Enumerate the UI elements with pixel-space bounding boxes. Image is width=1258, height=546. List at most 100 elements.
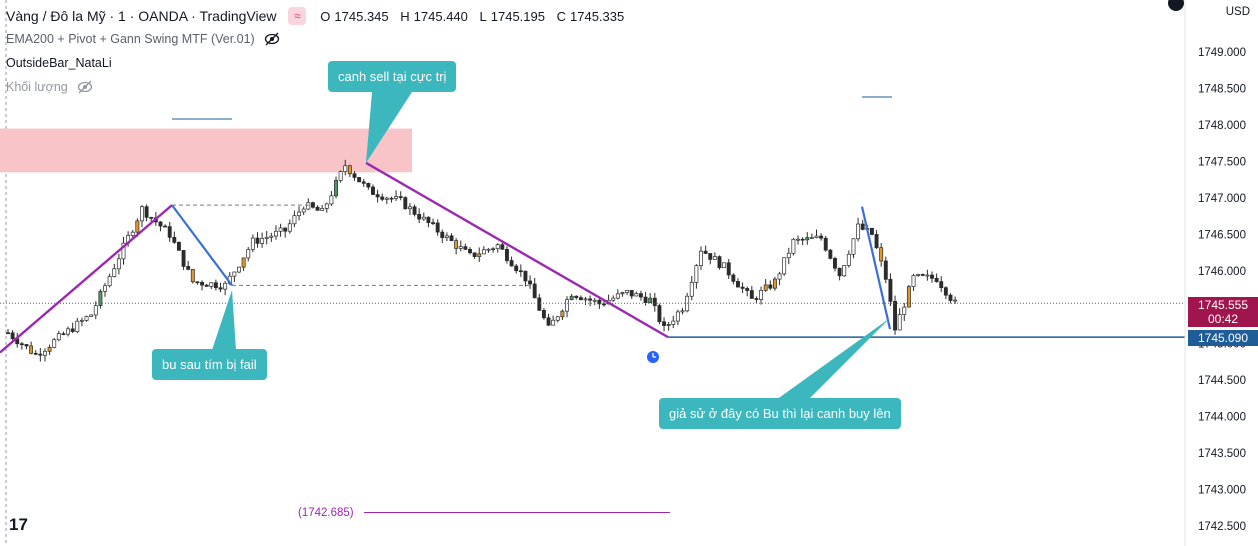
candle	[712, 252, 717, 260]
candle	[583, 296, 588, 306]
candle	[75, 318, 80, 334]
indicator-ema[interactable]: EMA200 + Pivot + Gann Swing MTF (Ver.01)	[6, 32, 280, 46]
candle	[47, 344, 52, 355]
candle	[352, 171, 357, 181]
candle	[541, 307, 546, 320]
candle	[338, 170, 343, 183]
candle	[860, 219, 865, 231]
candle	[444, 232, 449, 242]
candle	[837, 267, 842, 281]
candle	[694, 264, 699, 289]
callout-fail[interactable]: bu sau tím bị fail	[152, 349, 267, 380]
candle	[384, 196, 389, 205]
candle	[796, 235, 800, 245]
candle	[29, 341, 34, 355]
candle	[315, 205, 320, 211]
candle	[611, 295, 616, 302]
candle	[833, 256, 837, 272]
candle	[10, 329, 15, 342]
indicator-volume[interactable]: Khối lượng	[6, 80, 93, 94]
candle	[269, 232, 274, 242]
candle	[648, 293, 653, 304]
candle	[777, 271, 782, 286]
candle	[140, 204, 144, 228]
candle	[675, 309, 680, 326]
indicator-outsidebar[interactable]: OutsideBar_NataLi	[6, 56, 112, 70]
candle	[652, 292, 657, 312]
callout-buy[interactable]: giả sử ở đây có Bu thì lại canh buy lên	[659, 398, 901, 429]
candle	[620, 291, 625, 297]
candle	[394, 190, 399, 201]
candle	[680, 307, 685, 315]
candle	[287, 219, 292, 234]
candle	[121, 237, 126, 265]
candle	[398, 191, 403, 201]
candle	[893, 295, 897, 335]
symbol-title: Vàng / Đô la Mỹ · 1 · OANDA · TradingVie…	[6, 8, 277, 24]
candle	[768, 280, 773, 291]
candle	[223, 281, 228, 296]
candle	[407, 202, 412, 216]
indicator-volume-label: Khối lượng	[6, 80, 68, 94]
candle	[486, 248, 491, 253]
candle	[167, 221, 172, 242]
candle	[740, 282, 745, 293]
callout-buy-pointer	[776, 318, 890, 400]
candle	[763, 279, 768, 292]
currency-label[interactable]: USD	[1225, 6, 1250, 18]
eye-off-icon[interactable]	[264, 32, 280, 46]
candle	[939, 276, 944, 293]
candle	[814, 229, 819, 239]
candle	[569, 293, 574, 301]
candle	[634, 291, 639, 297]
y-tick-label: 1747.500	[1198, 156, 1246, 168]
candle	[703, 245, 708, 255]
candle	[218, 282, 223, 293]
candle	[736, 278, 740, 288]
candle	[689, 275, 694, 301]
candle	[130, 230, 135, 238]
candle	[911, 273, 916, 291]
candle	[6, 329, 10, 335]
candle	[454, 238, 459, 255]
candle	[274, 225, 278, 240]
callout-sell[interactable]: canh sell tại cực trị	[328, 61, 457, 92]
candle	[666, 321, 671, 331]
candle	[468, 247, 472, 255]
candle	[888, 273, 893, 307]
pivot-label: (1742.685)	[298, 507, 354, 519]
candle	[638, 290, 643, 301]
callout-fail-pointer	[212, 290, 236, 350]
candle	[823, 235, 828, 252]
candle	[103, 282, 107, 297]
candle	[347, 164, 352, 177]
candle	[662, 317, 666, 332]
candle	[856, 217, 861, 242]
candle	[625, 289, 630, 296]
candle	[237, 266, 241, 274]
candle	[329, 190, 334, 206]
candle	[93, 301, 98, 320]
candle	[925, 269, 930, 281]
candle	[426, 216, 431, 228]
candle	[375, 189, 380, 203]
candle	[749, 285, 754, 299]
candle	[213, 279, 218, 291]
eye-off-icon[interactable]	[77, 80, 93, 94]
candle	[84, 315, 89, 322]
indicator-outsidebar-label: OutsideBar_NataLi	[6, 56, 112, 70]
symbol-legend[interactable]: Vàng / Đô la Mỹ · 1 · OANDA · TradingVie…	[6, 7, 632, 25]
candle	[481, 246, 486, 255]
candle	[874, 230, 879, 249]
candle	[283, 227, 288, 238]
candle	[657, 303, 662, 325]
candle	[79, 317, 84, 327]
y-tick-label: 1748.000	[1198, 120, 1246, 132]
indicator-ema-label: EMA200 + Pivot + Gann Swing MTF (Ver.01)	[6, 32, 255, 46]
level-price-label: 1745.090	[1188, 330, 1258, 346]
candle	[916, 273, 921, 277]
candle	[578, 295, 583, 301]
candle	[671, 315, 676, 329]
candle	[491, 247, 496, 253]
